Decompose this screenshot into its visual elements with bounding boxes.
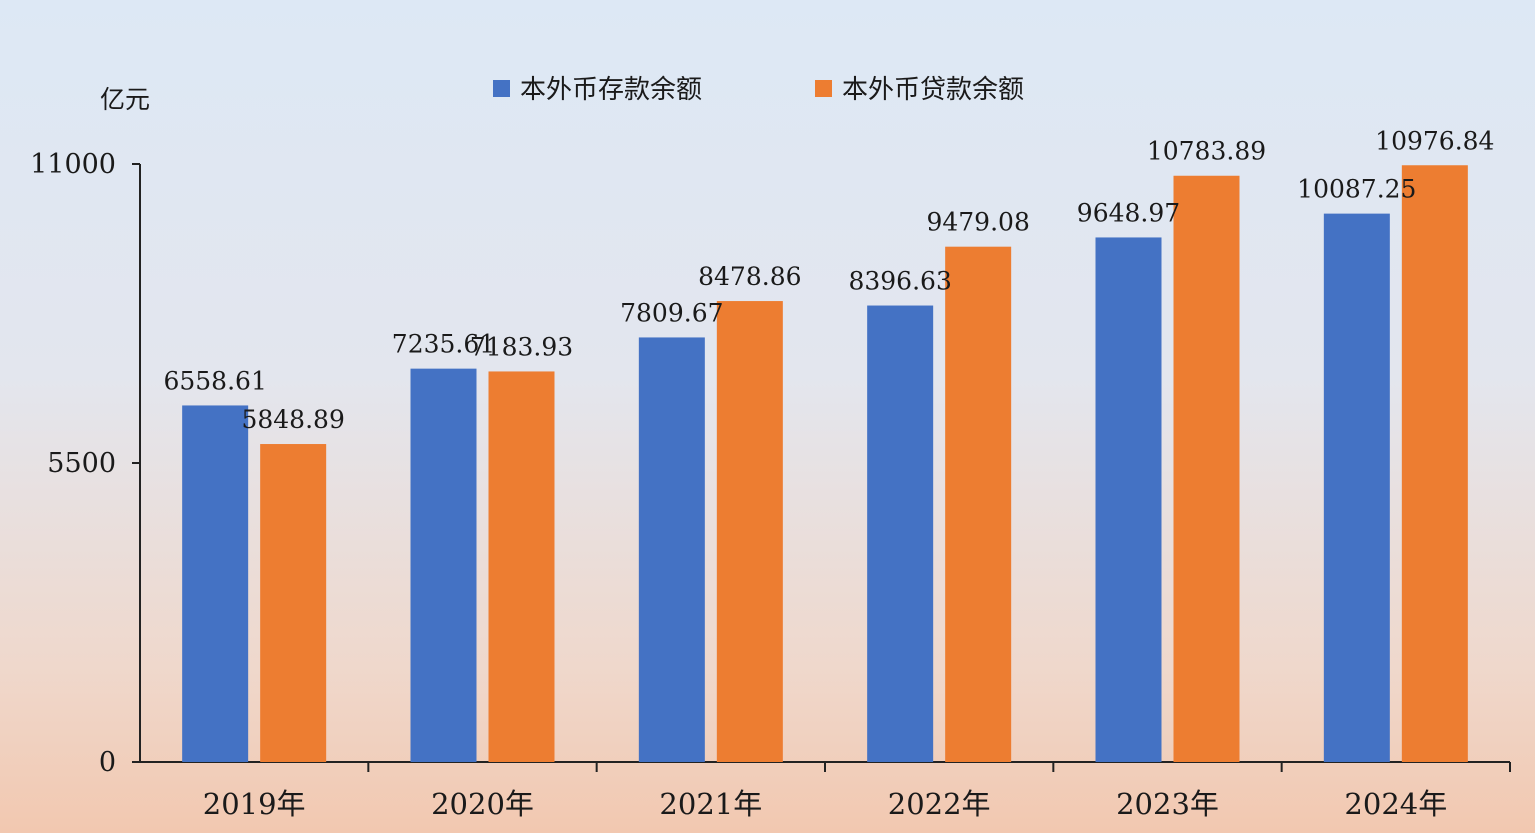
y-tick-label: 11000 — [30, 149, 116, 180]
legend: 本外币存款余额 本外币贷款余额 — [493, 75, 1024, 105]
bars — [182, 165, 1468, 763]
data-label-loans: 8478.86 — [698, 262, 801, 291]
bar-loans — [1173, 175, 1240, 762]
legend-label-loans: 本外币贷款余额 — [842, 75, 1024, 105]
data-label-loans: 10783.89 — [1147, 137, 1266, 166]
axes: 0 5500 11000 2019年 2020年 2021年 2022年 2023年 2024年 — [30, 149, 1511, 821]
bar-loans — [716, 301, 783, 762]
bar-deposits — [638, 337, 705, 762]
bar-loans — [945, 246, 1012, 762]
x-category-label: 2023年 — [1116, 787, 1219, 821]
data-label-deposits: 9648.97 — [1077, 198, 1180, 227]
bar-deposits — [410, 368, 477, 762]
data-label-loans: 7183.93 — [470, 332, 573, 361]
bar-loans — [1401, 165, 1468, 763]
bar-deposits — [1323, 213, 1390, 762]
x-category-label: 2020年 — [431, 787, 534, 821]
data-label-deposits: 6558.61 — [163, 366, 266, 395]
y-tick-label: 0 — [99, 747, 116, 778]
x-category-label: 2024年 — [1344, 787, 1447, 821]
data-label-deposits: 8396.63 — [848, 267, 951, 296]
bar-deposits — [867, 305, 934, 762]
legend-swatch-deposits — [493, 80, 510, 97]
x-category-label: 2021年 — [659, 787, 762, 821]
bar-loans — [260, 444, 327, 762]
bar-loans — [488, 371, 555, 762]
data-label-deposits: 7235.61 — [392, 330, 495, 359]
data-label-deposits: 7809.67 — [620, 298, 723, 327]
bar-deposits — [182, 405, 249, 762]
x-category-label: 2022年 — [888, 787, 991, 821]
data-label-loans: 5848.89 — [241, 405, 344, 434]
x-category-label: 2019年 — [203, 787, 306, 821]
bar-deposits — [1095, 237, 1162, 762]
legend-swatch-loans — [815, 80, 832, 97]
y-axis-unit-label: 亿元 — [100, 85, 150, 114]
data-label-loans: 10976.84 — [1375, 126, 1494, 155]
data-label-loans: 9479.08 — [926, 208, 1029, 237]
y-tick-label: 5500 — [47, 448, 116, 479]
data-label-deposits: 10087.25 — [1297, 175, 1416, 204]
legend-label-deposits: 本外币存款余额 — [520, 75, 702, 105]
